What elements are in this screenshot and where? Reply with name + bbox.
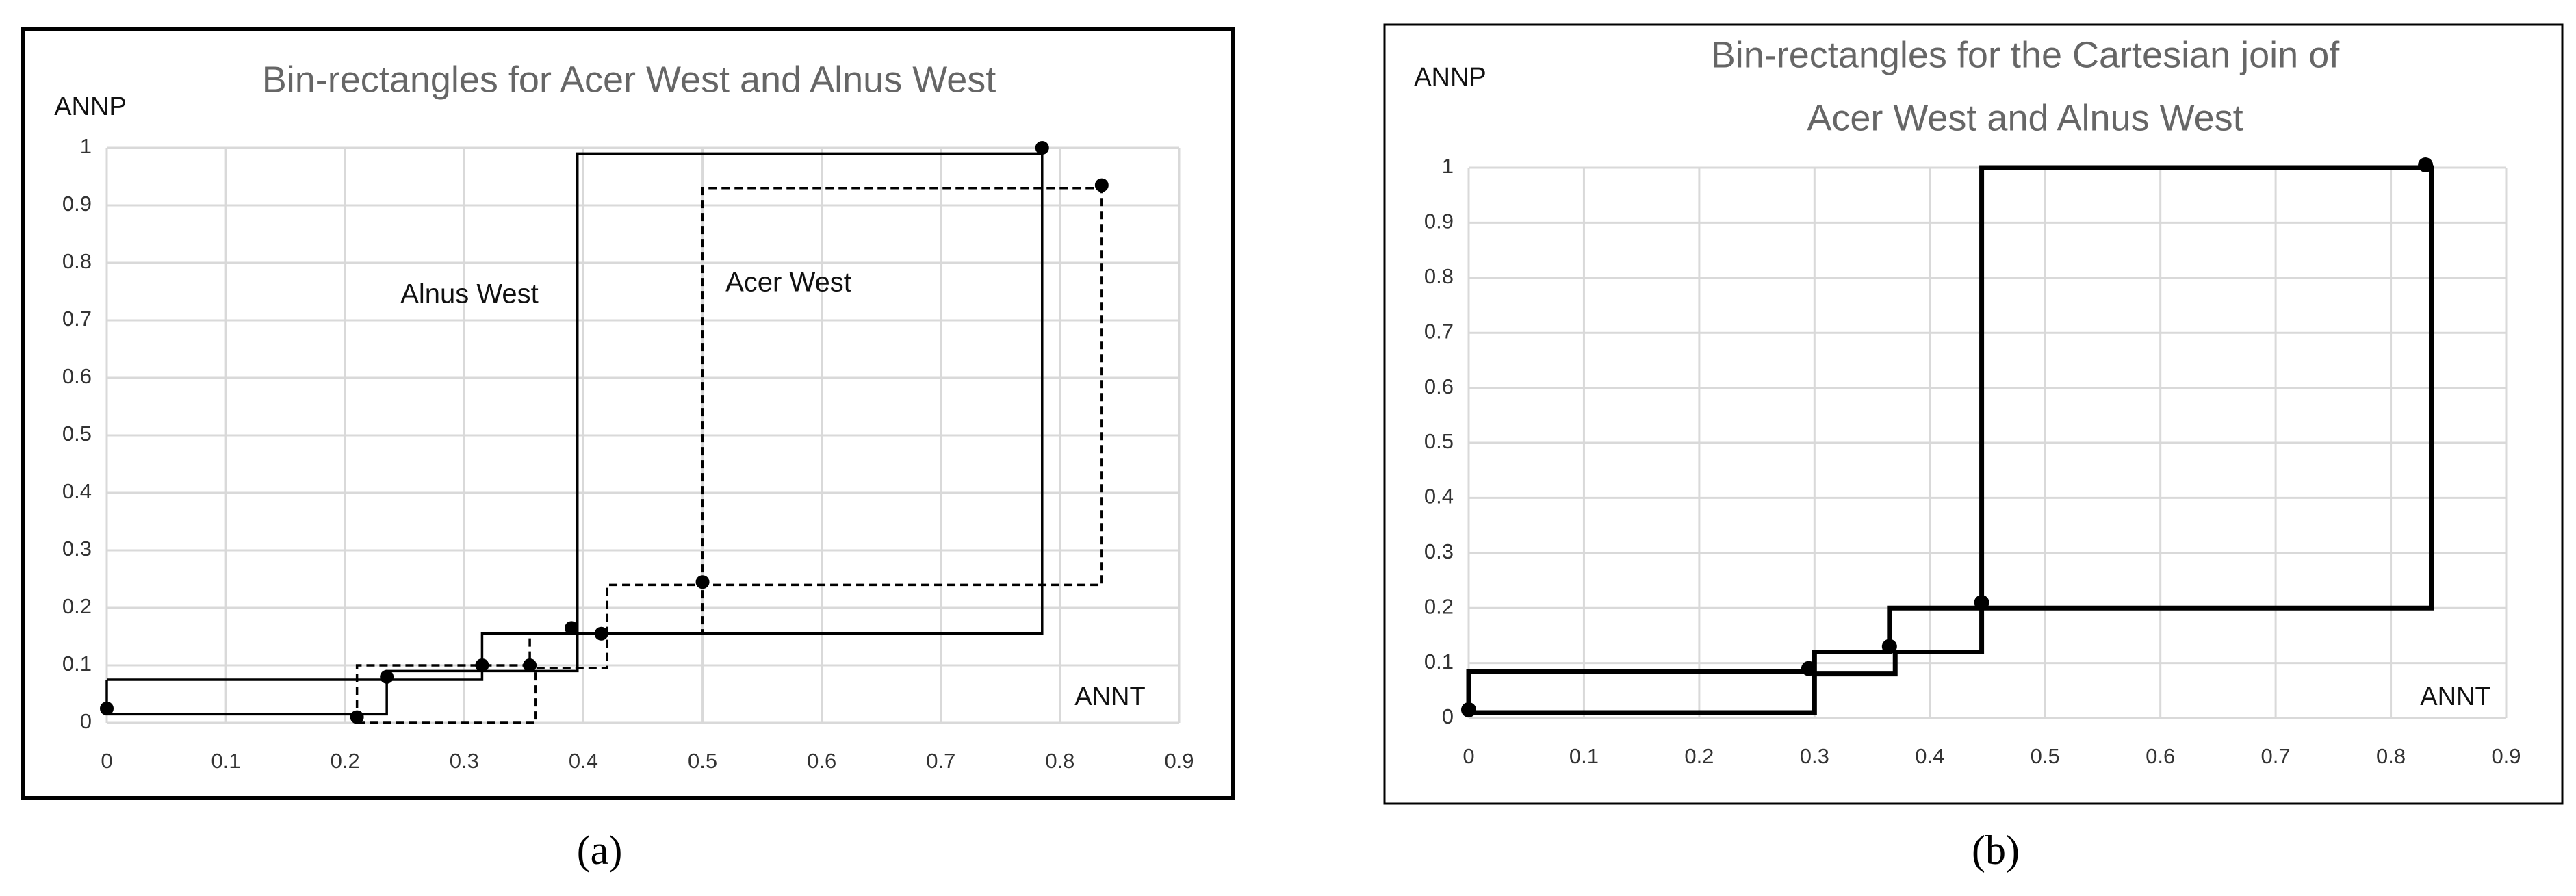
x-tick-label: 0.6	[807, 749, 836, 773]
chart-frame	[21, 27, 1235, 800]
x-tick-label: 0.2	[1684, 744, 1714, 768]
y-tick-label: 1	[1442, 154, 1454, 178]
y-tick-label: 0.8	[62, 249, 92, 273]
annotation: Acer West	[725, 268, 851, 298]
x-tick-label: 0.9	[2491, 744, 2521, 768]
point	[1881, 639, 1897, 654]
point	[100, 702, 114, 715]
x-tick-label: 0.5	[2031, 744, 2060, 768]
point	[2418, 157, 2434, 172]
x-tick-label: 0.3	[1800, 744, 1829, 768]
x-tick-label: 0.4	[569, 749, 598, 773]
y-tick-label: 0.2	[1424, 594, 1454, 618]
x-tick-label: 0.5	[688, 749, 717, 773]
annotation: Alnus West	[400, 279, 539, 309]
y-tick-label: 0.9	[62, 192, 92, 216]
y-tick-label: 0.5	[62, 422, 92, 446]
point	[350, 710, 364, 724]
point	[695, 575, 710, 589]
y-tick-label: 0.3	[1424, 539, 1454, 563]
x-tick-label: 0.8	[2376, 744, 2406, 768]
chart-frame	[1383, 23, 2564, 805]
y-tick-label: 0.4	[62, 479, 92, 503]
x-tick-label: 0.2	[331, 749, 360, 773]
point	[1035, 141, 1049, 155]
chart-title: Bin-rectangles for Acer West and Alnus W…	[262, 59, 996, 100]
y-tick-label: 0.2	[62, 594, 92, 618]
y-tick-label: 0	[80, 709, 92, 733]
y-tick-label: 1	[80, 134, 92, 158]
y-tick-label: 0.7	[1424, 319, 1454, 343]
point	[1801, 661, 1816, 676]
y-axis-label: ANNP	[1414, 63, 1486, 92]
y-tick-label: 0.1	[62, 652, 92, 676]
y-tick-label: 0.8	[1424, 264, 1454, 288]
x-tick-label: 0.3	[450, 749, 479, 773]
y-tick-label: 0.9	[1424, 209, 1454, 233]
y-tick-label: 0.6	[62, 364, 92, 388]
caption: (b)	[1972, 828, 2020, 873]
x-tick-label: 0.1	[1569, 744, 1599, 768]
y-axis-label: ANNP	[54, 92, 127, 121]
y-tick-label: 0.1	[1424, 650, 1454, 674]
x-tick-label: 0.6	[2146, 744, 2175, 768]
x-axis-label: ANNT	[2420, 682, 2490, 711]
x-axis-label: ANNT	[1074, 682, 1145, 711]
x-tick-label: 0.8	[1045, 749, 1074, 773]
x-tick-label: 0	[1463, 744, 1474, 768]
y-tick-label: 0.7	[62, 307, 92, 331]
x-tick-label: 0.9	[1164, 749, 1194, 773]
chart-title: Acer West and Alnus West	[1807, 97, 2243, 138]
point	[523, 658, 537, 672]
point	[1461, 702, 1476, 717]
x-tick-label: 0.7	[926, 749, 955, 773]
x-tick-label: 0.4	[1915, 744, 1944, 768]
y-tick-label: 0.4	[1424, 485, 1454, 509]
y-tick-label: 0	[1442, 704, 1454, 728]
y-tick-label: 0.5	[1424, 429, 1454, 453]
bin-outline	[105, 152, 1044, 716]
x-tick-label: 0.1	[211, 749, 241, 773]
y-tick-label: 0.6	[1424, 374, 1454, 398]
chart-title: Bin-rectangles for the Cartesian join of	[1711, 34, 2340, 75]
point	[380, 669, 394, 684]
point	[1974, 595, 1989, 611]
point	[1094, 178, 1109, 192]
point	[594, 626, 608, 641]
point	[475, 658, 489, 672]
y-tick-label: 0.3	[62, 537, 92, 561]
point	[565, 621, 579, 635]
caption: (a)	[577, 828, 623, 873]
x-tick-label: 0	[101, 749, 112, 773]
x-tick-label: 0.7	[2261, 744, 2291, 768]
